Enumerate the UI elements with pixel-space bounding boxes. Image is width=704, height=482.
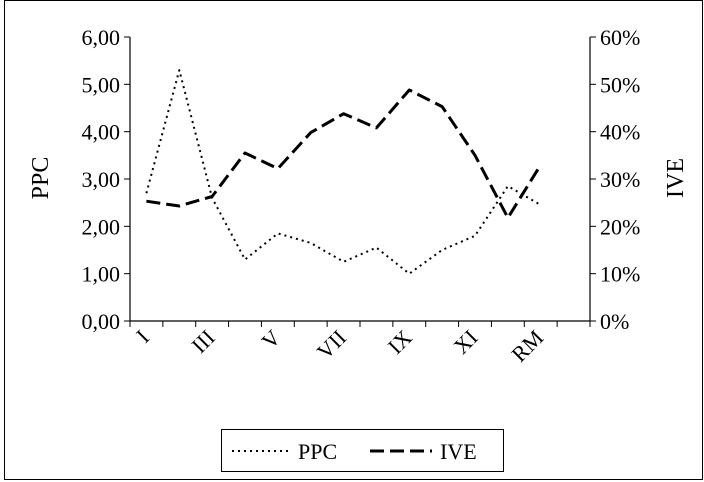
y-left-tick-label: 2,00	[82, 214, 121, 239]
y-right-tick-label: 60%	[600, 25, 640, 50]
y-axis-right-label: IVE	[663, 158, 689, 198]
y-right-tick-label: 30%	[600, 167, 640, 192]
y-left-tick-label: 4,00	[82, 120, 121, 145]
y-right-tick-label: 0%	[600, 309, 629, 334]
y-right-tick-label: 50%	[600, 72, 640, 97]
y-left-tick-label: 1,00	[82, 262, 121, 287]
legend: PPC IVE	[221, 429, 504, 472]
y-right-tick-label: 10%	[600, 262, 640, 287]
legend-box	[221, 429, 504, 472]
y-left-tick-label: 3,00	[82, 167, 121, 192]
series-layer	[145, 69, 542, 275]
y-right-tick-label: 40%	[600, 120, 640, 145]
series-line-ive	[146, 88, 542, 220]
y-axis-left-label: PPC	[28, 157, 54, 200]
legend-label-ppc: PPC	[298, 439, 337, 464]
y-left-tick-label: 6,00	[82, 25, 121, 50]
y-left-tick-label: 5,00	[82, 72, 121, 97]
legend-label-ive: IVE	[440, 439, 477, 464]
y-right-tick-label: 20%	[600, 214, 640, 239]
y-left-tick-label: 0,00	[82, 309, 121, 334]
